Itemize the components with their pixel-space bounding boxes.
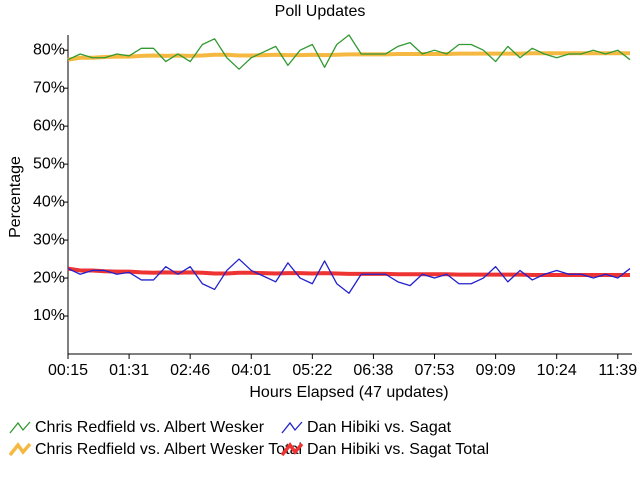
y-tick-label: 40%	[33, 193, 65, 210]
x-tick-label: 02:46	[170, 362, 210, 379]
y-tick-label: 60%	[33, 117, 65, 134]
x-tick-label: 04:01	[231, 362, 271, 379]
y-tick-label: 50%	[33, 155, 65, 172]
chart-title: Poll Updates	[275, 3, 366, 20]
legend-icon	[8, 442, 32, 457]
y-tick-label: 30%	[33, 231, 65, 248]
series-line	[67, 266, 630, 278]
series-line	[67, 258, 631, 294]
x-tick-label: 07:53	[414, 362, 454, 379]
y-tick-label: 10%	[33, 307, 65, 324]
x-tick-label: 09:09	[476, 362, 516, 379]
legend-icon	[280, 442, 304, 457]
x-tick-label: 10:24	[537, 362, 577, 379]
x-tick-label: 00:15	[48, 362, 88, 379]
y-tick-label: 20%	[33, 269, 65, 286]
x-tick-label: 06:38	[353, 362, 393, 379]
y-tick-label: 70%	[33, 79, 65, 96]
legend-label: Dan Hibiki vs. Sagat	[307, 419, 452, 436]
x-tick-label: 05:22	[292, 362, 332, 379]
legend-icon	[281, 421, 303, 434]
y-axis-label: Percentage	[7, 156, 24, 238]
legend-label: Chris Redfield vs. Albert Wesker Total	[35, 441, 302, 458]
series-line	[67, 51, 630, 62]
legend-icon	[9, 421, 31, 434]
legend-label: Chris Redfield vs. Albert Wesker	[35, 419, 265, 436]
y-tick-label: 80%	[33, 41, 65, 58]
x-axis-label: Hours Elapsed (47 updates)	[249, 384, 448, 401]
legend-label: Dan Hibiki vs. Sagat Total	[307, 441, 489, 458]
x-tick-label: 01:31	[109, 362, 149, 379]
series-line	[67, 34, 631, 70]
x-tick-label: 11:39	[598, 362, 637, 379]
